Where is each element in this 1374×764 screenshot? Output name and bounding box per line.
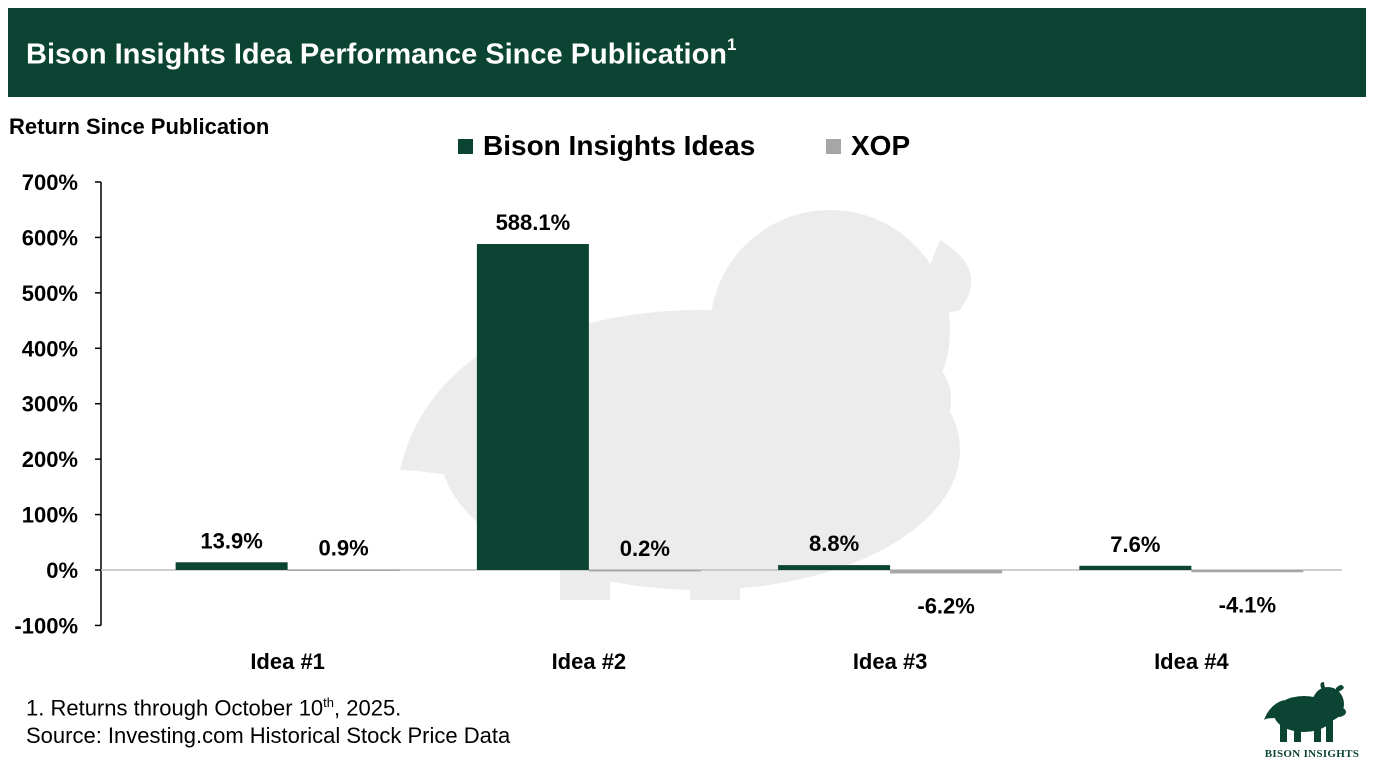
legend-label-bison: Bison Insights Ideas xyxy=(483,130,756,161)
data-label: -4.1% xyxy=(1219,592,1276,617)
data-label: 0.9% xyxy=(319,536,369,561)
x-tick-label: Idea #1 xyxy=(250,649,325,674)
data-label: 8.8% xyxy=(809,531,859,556)
y-tick-label: 100% xyxy=(22,503,78,528)
data-label: 13.9% xyxy=(200,528,262,553)
bar-xop xyxy=(588,569,701,572)
title-banner: Bison Insights Idea Performance Since Pu… xyxy=(8,8,1366,97)
data-label: 7.6% xyxy=(1110,532,1160,557)
footnote-returns-date: 1. Returns through October 10th, 2025. xyxy=(26,695,402,721)
bar-bison xyxy=(175,562,288,570)
y-tick-label: 300% xyxy=(22,392,78,417)
x-tick-label: Idea #4 xyxy=(1154,649,1229,674)
bison-insights-logo: BISON INSIGHTS xyxy=(1262,676,1362,760)
data-label: 588.1% xyxy=(496,210,571,235)
data-label: -6.2% xyxy=(917,593,974,618)
bison-icon xyxy=(1264,682,1346,742)
x-tick-label: Idea #3 xyxy=(853,649,928,674)
bar-bison xyxy=(1079,565,1192,570)
y-axis-title: Return Since Publication xyxy=(9,114,270,139)
legend-item-xop: XOP xyxy=(826,130,910,162)
y-tick-label: 700% xyxy=(22,170,78,195)
bison-watermark xyxy=(400,210,972,600)
data-label: 0.2% xyxy=(620,536,670,561)
bar-xop xyxy=(890,570,1003,574)
bar-xop xyxy=(1191,570,1304,573)
bar-bison xyxy=(476,244,589,570)
y-tick-label: 0% xyxy=(46,558,78,583)
y-tick-label: 600% xyxy=(22,225,78,250)
y-tick-label: 200% xyxy=(22,447,78,472)
footnote-source: Source: Investing.com Historical Stock P… xyxy=(26,723,511,748)
chart-title: Bison Insights Idea Performance Since Pu… xyxy=(26,35,737,71)
y-tick-label: 400% xyxy=(22,336,78,361)
bar-xop xyxy=(287,569,400,572)
bar-bison xyxy=(778,565,891,570)
legend-item-bison-insights-ideas: Bison Insights Ideas xyxy=(458,130,755,162)
x-tick-label: Idea #2 xyxy=(552,649,627,674)
y-tick-label: -100% xyxy=(14,613,78,638)
legend-label-xop: XOP xyxy=(851,130,911,161)
legend-swatch-xop xyxy=(826,138,841,154)
legend-swatch-bison xyxy=(458,138,473,154)
logo-text: BISON INSIGHTS xyxy=(1264,748,1360,760)
y-tick-label: 500% xyxy=(22,281,78,306)
